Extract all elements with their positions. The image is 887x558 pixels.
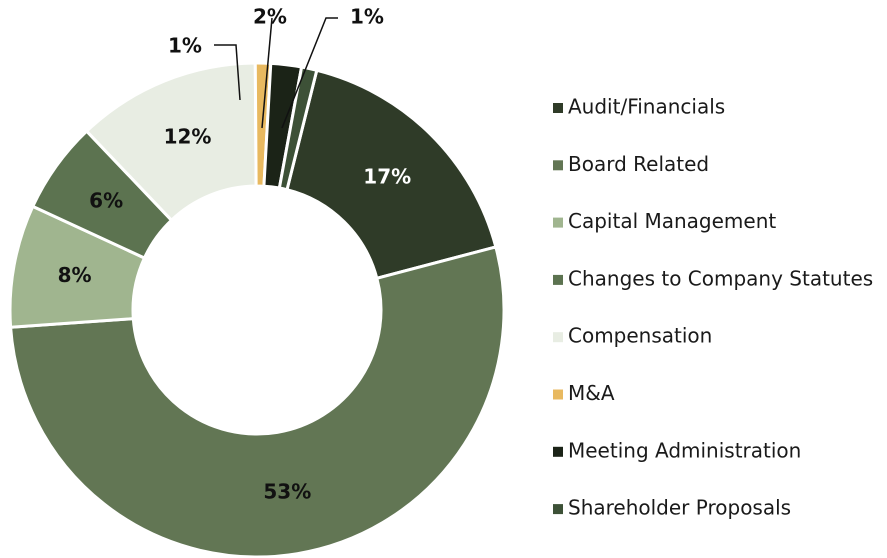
donut-slice (285, 68, 498, 281)
data-label: 6% (89, 189, 123, 213)
legend-swatch (553, 217, 563, 228)
data-label: 2% (253, 5, 287, 29)
data-label: 12% (164, 125, 212, 149)
data-label: 17% (363, 164, 411, 188)
legend-label: Changes to Company Statutes (568, 266, 873, 290)
donut-slice (8, 245, 506, 558)
legend-label: Compensation (568, 324, 712, 348)
data-label: 1% (168, 34, 202, 58)
legend-swatch (553, 446, 563, 457)
legend-swatch (553, 160, 563, 171)
legend-swatch (553, 332, 563, 343)
legend-swatch (553, 504, 563, 515)
legend-swatch (553, 389, 563, 400)
legend-label: Meeting Administration (568, 438, 801, 462)
legend-label: Shareholder Proposals (568, 496, 791, 520)
legend-swatch (553, 103, 563, 113)
legend-label: Board Related (568, 152, 709, 176)
data-label: 8% (58, 263, 92, 287)
leader-line (214, 44, 241, 101)
legend-label: M&A (568, 381, 615, 405)
leader-line (281, 17, 338, 129)
data-label: 1% (350, 5, 384, 29)
legend-swatch (553, 274, 563, 285)
leader-line (261, 17, 273, 129)
legend-label: Audit/Financials (568, 95, 725, 119)
data-label: 53% (263, 480, 311, 504)
legend-label: Capital Management (568, 209, 776, 233)
